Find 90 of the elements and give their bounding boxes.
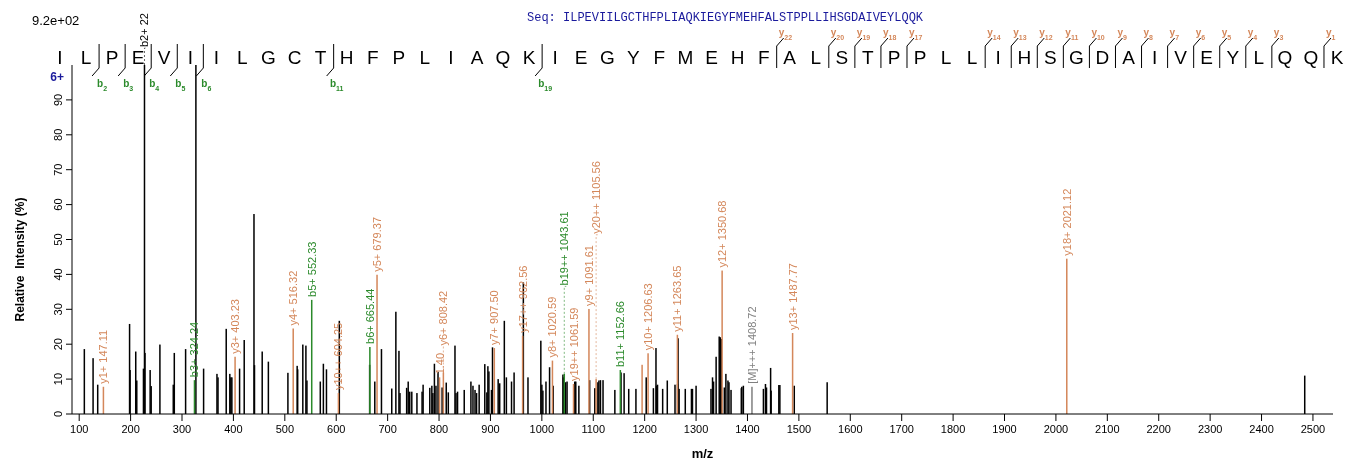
y-tick-label: 80 <box>52 128 64 141</box>
text: y$_{11}$ <box>1065 27 1079 41</box>
text: y$_{5}$ <box>1221 27 1232 41</box>
annotation: b6+ 665.44 <box>363 288 376 344</box>
text: y$_{14}$ <box>987 27 1001 41</box>
x-tick-label: 200 <box>121 423 140 435</box>
x-tick-label: 1000 <box>529 423 555 435</box>
annotation: y9+ 1091.61 <box>582 245 595 306</box>
text: y$_{17}$ <box>908 27 923 41</box>
annotation: y17++ 962.56 <box>516 265 529 333</box>
annotation: b$_{2}$ <box>97 78 108 92</box>
x-tick-label: 2000 <box>1043 423 1069 435</box>
annotation: b$_{4}$ <box>149 78 160 92</box>
y-tick-label: 10 <box>52 372 64 386</box>
text: y$_{18}$ <box>882 27 897 41</box>
text: y$_{7}$ <box>1169 27 1180 41</box>
x-tick-label: 2300 <box>1197 423 1223 435</box>
x-tick-label: 1800 <box>940 423 966 435</box>
text: 6+ <box>50 70 64 84</box>
x-tick-label: 900 <box>481 423 500 435</box>
annotation: b2+ 22 <box>138 13 151 47</box>
x-tick-label: 600 <box>327 423 346 435</box>
annotation: b$_{19}$ <box>538 78 553 92</box>
annotation: y8+ 1020.59 <box>546 296 559 358</box>
annotation: b$_{11}$ <box>329 78 344 92</box>
text: y$_{6}$ <box>1195 27 1206 41</box>
x-tick-label: 2200 <box>1146 423 1171 435</box>
x-tick-label: 500 <box>275 423 294 435</box>
x-tick-label: 1700 <box>889 423 914 435</box>
text: y$_{13}$ <box>1013 27 1027 41</box>
y-axis-title: Relative Intensity (%) <box>13 197 27 322</box>
text: y$_{3}$ <box>1273 27 1284 41</box>
annotation: y3+ 403.23 <box>229 299 242 354</box>
annotation: y18+ 2021.12 <box>1060 188 1073 256</box>
annotation: y4+ 516.32 <box>287 270 300 326</box>
text: y$_{1}$ <box>1325 27 1336 41</box>
annotation: b$_{5}$ <box>175 78 186 92</box>
annotation: b3+ 324.24 <box>188 321 201 378</box>
x-tick-label: 1900 <box>992 423 1017 435</box>
x-tick-label: 2100 <box>1095 423 1120 435</box>
annotation: [M]+++ 1408.72 <box>745 306 758 384</box>
y-tick-label: 50 <box>52 233 64 246</box>
text: y$_{9}$ <box>1117 27 1128 41</box>
text: Seq: ILPEVIILGCTHFPLIAQKIEGYFMEHFALSTPPLLIHSGDAIVEYLQQK <box>527 11 924 25</box>
y-tick-label: 90 <box>52 93 64 107</box>
x-tick-label: 300 <box>172 423 192 435</box>
text: y$_{10}$ <box>1091 27 1105 41</box>
x-tick-label: 100 <box>70 423 89 435</box>
text: y$_{19}$ <box>856 27 871 41</box>
x-tick-label: 800 <box>429 423 449 435</box>
x-tick-label: 1300 <box>683 423 709 435</box>
text: 9.2e+02 <box>32 13 80 28</box>
annotation: y19++ 1061.59 <box>567 307 580 381</box>
y-tick-label: 70 <box>52 163 64 176</box>
text: y$_{20}$ <box>830 27 845 41</box>
x-tick-label: 1600 <box>838 423 863 435</box>
annotation: y10+ 1206.63 <box>642 283 655 351</box>
annotation: y10++ 604.25 <box>332 322 345 391</box>
y-tick-label: 60 <box>52 198 64 211</box>
x-axis-title: m/z <box>691 446 714 461</box>
annotation: b$_{6}$ <box>201 78 212 92</box>
annotation: b5+ 552.33 <box>305 241 318 297</box>
text: y$_{22}$ <box>778 27 793 41</box>
y-tick-label: 0 <box>52 410 64 418</box>
annotation: y20++ 1105.56 <box>590 161 603 234</box>
x-tick-label: 1200 <box>632 423 657 435</box>
y-tick-label: 40 <box>52 268 64 281</box>
x-tick-label: 2400 <box>1249 423 1274 435</box>
annotation: 1.40 <box>433 352 446 375</box>
annotation: y1+ 147.11 <box>97 329 110 384</box>
annotation: y6+ 808.42 <box>437 290 450 346</box>
y-tick-label: 30 <box>52 303 64 316</box>
text: y$_{12}$ <box>1039 27 1053 41</box>
annotation: y13+ 1487.77 <box>786 263 799 331</box>
annotation: y7+ 907.50 <box>488 290 501 346</box>
annotation: y11+ 1263.65 <box>671 265 684 332</box>
x-tick-label: 2500 <box>1300 423 1326 435</box>
annotation: b19++ 1043.61 <box>558 211 571 286</box>
annotation: b11+ 1152.66 <box>614 301 627 368</box>
x-tick-label: 700 <box>378 423 397 435</box>
x-tick-label: 1500 <box>786 423 812 435</box>
x-tick-label: 1100 <box>581 423 606 435</box>
x-tick-label: 400 <box>224 423 243 435</box>
text: y$_{4}$ <box>1247 27 1258 41</box>
x-tick-label: 1400 <box>735 423 760 435</box>
annotation: y5+ 679.37 <box>371 217 384 272</box>
annotation: y12+ 1350.68 <box>716 200 729 268</box>
y-tick-label: 20 <box>52 338 64 351</box>
annotation: b$_{3}$ <box>123 78 134 92</box>
text: y$_{8}$ <box>1143 27 1154 41</box>
